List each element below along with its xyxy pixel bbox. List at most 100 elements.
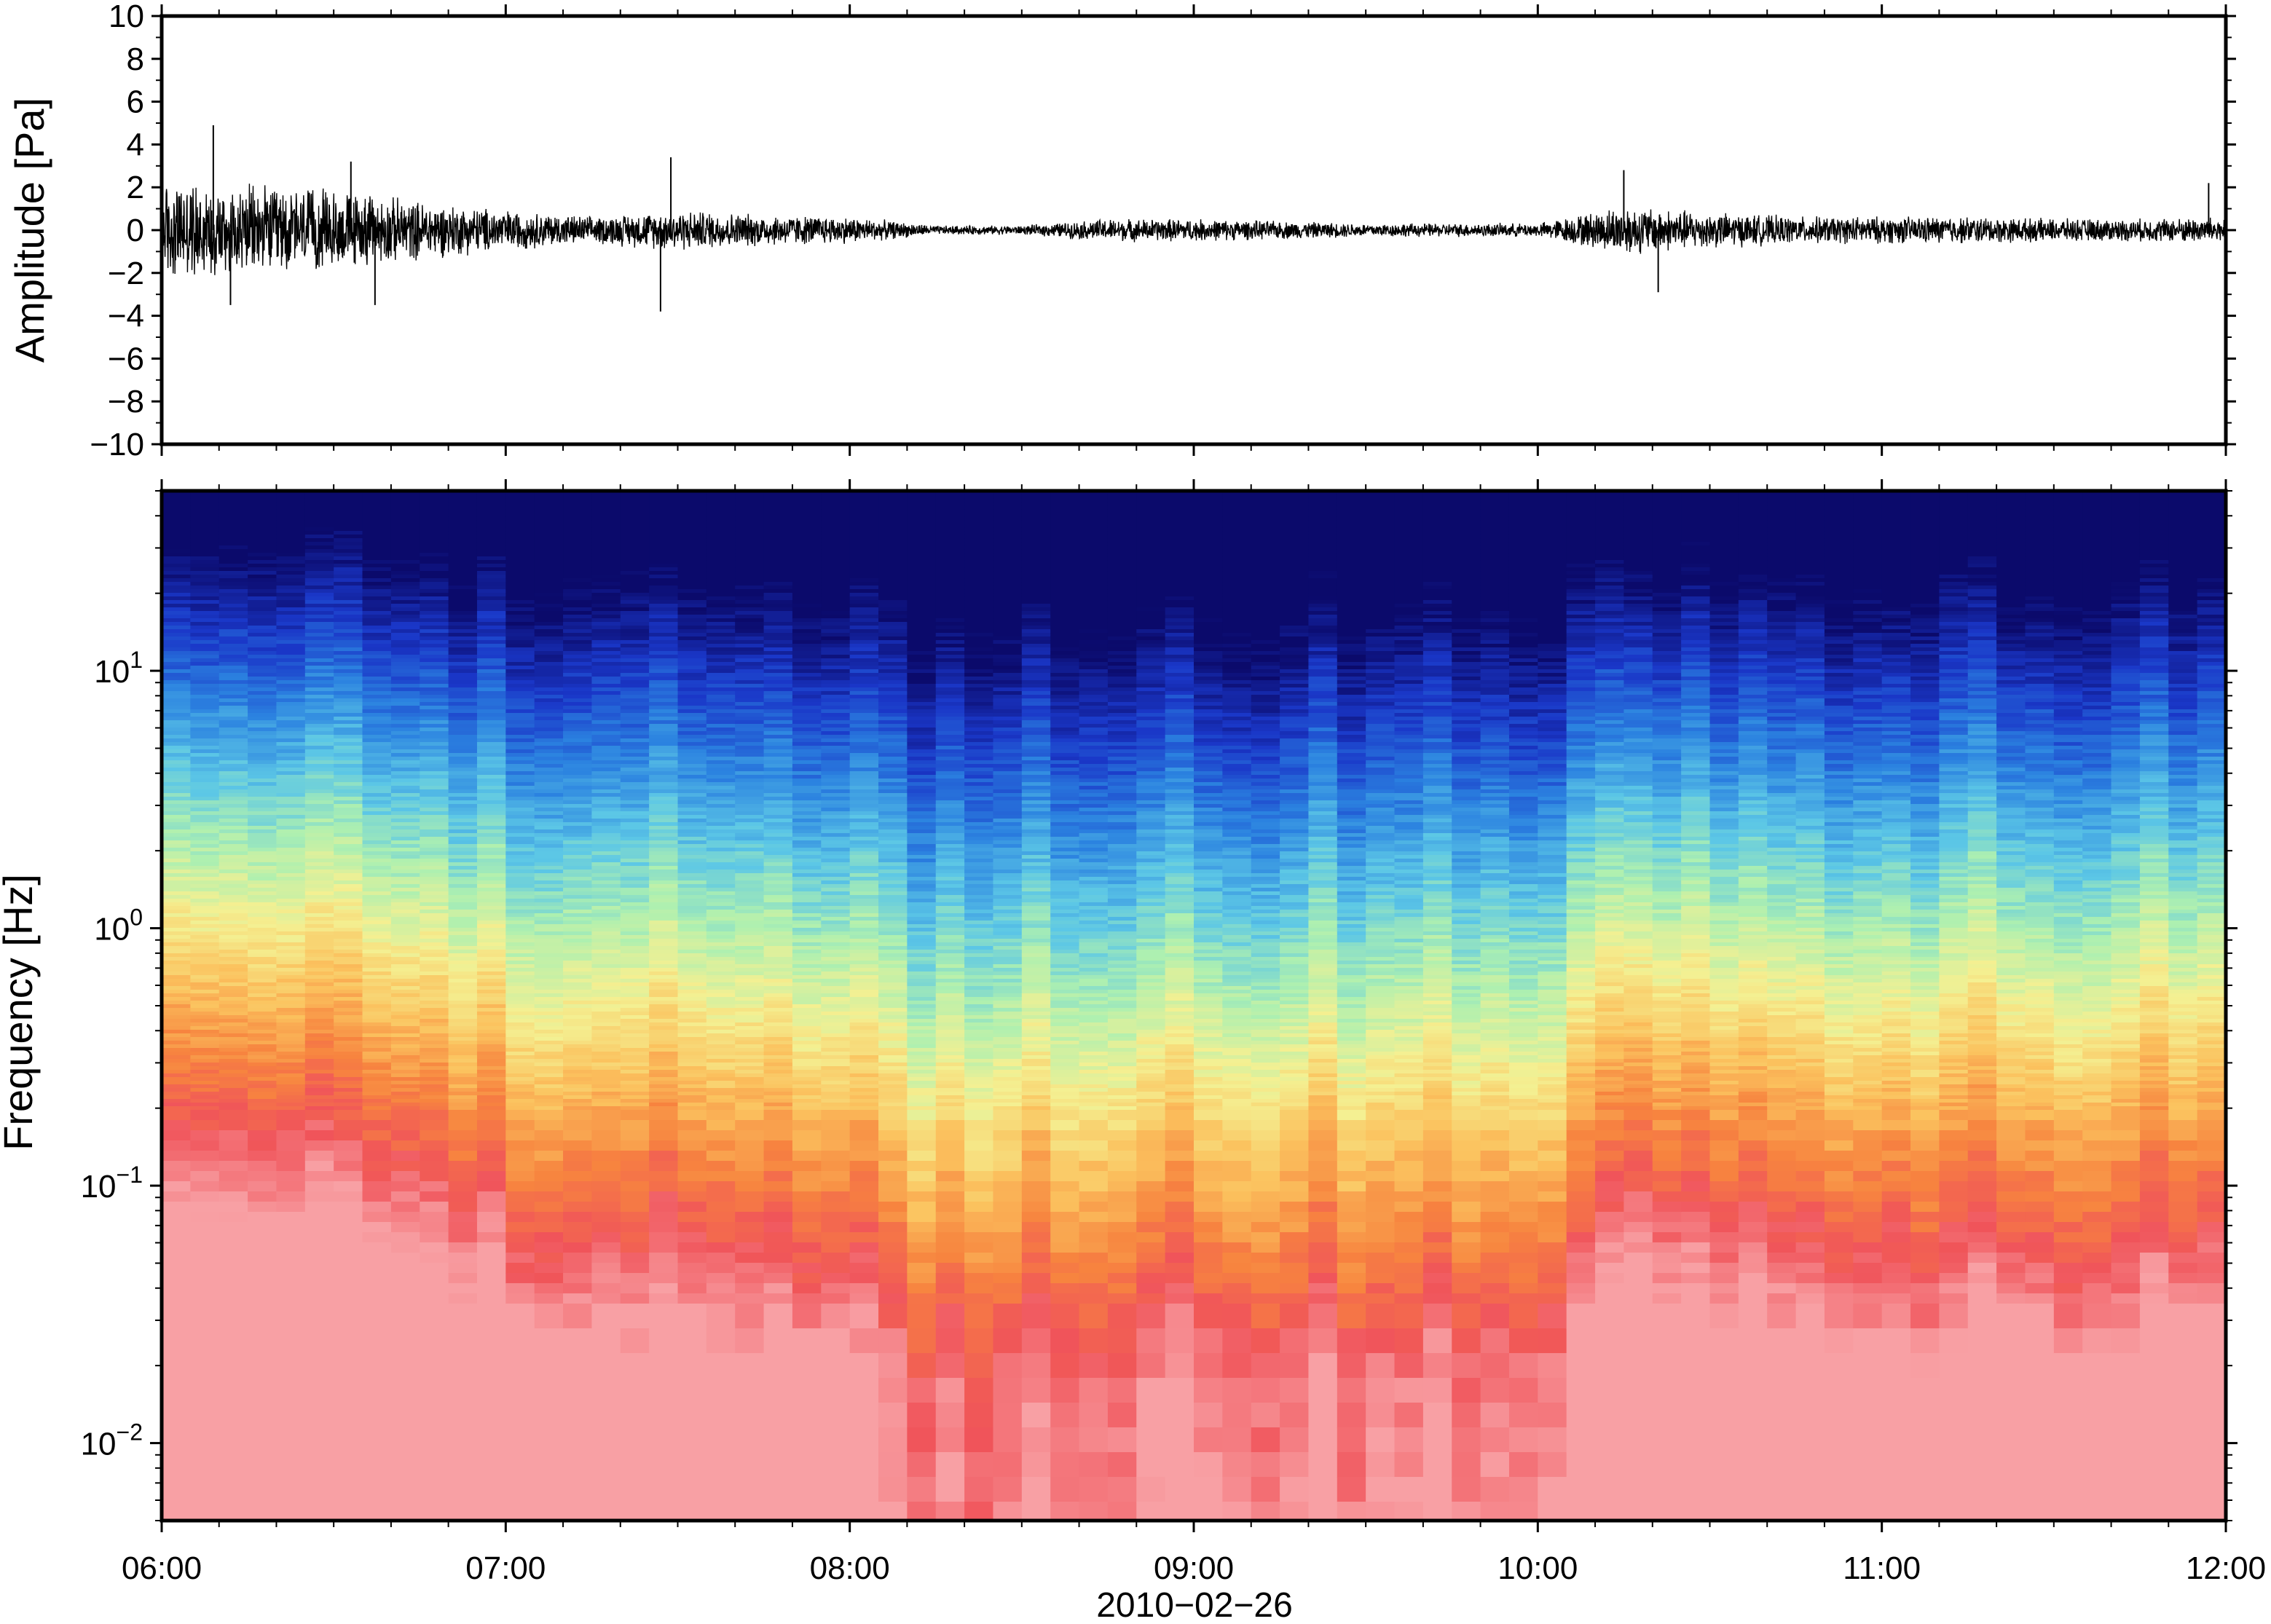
spectrogram-cell [563,1110,593,1121]
spectrogram-cell [362,815,392,819]
spectrogram-cell [248,1502,278,1521]
spectrogram-cell [591,564,621,568]
spectrogram-cell [304,1110,334,1121]
spectrogram-cell [248,724,278,728]
spectrogram-cell [677,698,707,703]
spectrogram-cell [362,651,392,655]
spectrogram-cell [649,982,679,987]
spectrogram-cell [190,1041,220,1045]
spectrogram-cell [448,946,478,950]
spectrogram-cell [190,611,220,615]
spectrogram-cell [420,1022,449,1027]
spectrogram-cell [821,833,851,837]
spectrogram-cell [390,655,420,659]
spectrogram-cell [248,1073,278,1078]
spectrogram-cell [476,990,506,994]
spectrogram-cell [420,1452,449,1478]
spectrogram-cell [677,870,707,874]
spectrogram-cell [849,691,879,695]
spectrogram-cell [390,910,420,914]
spectrogram-cell [534,615,564,619]
spectrogram-cell [162,1427,191,1453]
spectrogram-cell [190,829,220,834]
spectrogram-cell [476,524,506,528]
spectrogram-cell [821,651,851,655]
spectrogram-cell [362,702,392,706]
spectrogram-cell [362,1378,392,1403]
spectrogram-cell [476,939,506,943]
spectrogram-cell [591,1106,621,1111]
spectrogram-cell [362,717,392,721]
spectrogram-cell [334,1041,363,1045]
spectrogram-cell [534,647,564,652]
spectrogram-cell [190,567,220,572]
spectrogram-cell [390,779,420,783]
spectrogram-cell [649,964,679,969]
spectrogram-cell [620,964,650,969]
spectrogram-cell [821,1293,851,1304]
spectrogram-cell [390,775,420,779]
spectrogram-cell [304,921,334,925]
spectrogram-cell [420,1059,449,1063]
spectrogram-cell [706,757,736,761]
spectrogram-cell [190,961,220,965]
spectrogram-cell [390,1037,420,1041]
spectrogram-cell [591,502,621,506]
spectrogram-cell [821,1081,851,1085]
spectrogram-cell [792,822,822,827]
spectrogram-cell [620,1026,650,1030]
spectrogram-cell [219,1070,248,1074]
spectrogram-cell [304,545,334,550]
spectrogram-cell [649,786,679,790]
spectrogram-cell [792,698,822,703]
spectrogram-cell [219,921,248,925]
spectrogram-cell [706,906,736,910]
spectrogram-cell [534,717,564,721]
spectrogram-cell [821,964,851,969]
spectrogram-cell [304,626,334,630]
spectrogram-cell [334,961,363,965]
spectrogram-cell [677,571,707,575]
spectrogram-cell [362,844,392,848]
spectrogram-cell [248,921,278,925]
spectrogram-cell [763,1026,793,1030]
spectrogram-cell [362,698,392,703]
spectrogram-cell [304,1092,334,1096]
spectrogram-cell [219,1273,248,1284]
spectrogram-cell [620,735,650,739]
spectrogram-cell [304,549,334,553]
spectrogram-cell [763,687,793,692]
spectrogram-cell [620,509,650,513]
spectrogram-cell [276,935,306,939]
spectrogram-cell [190,1022,220,1027]
spectrogram-cell [362,1283,392,1294]
spectrogram-cell [362,607,392,612]
spectrogram-cell [219,586,248,590]
spectrogram-cell [276,742,306,746]
spectrogram-cell [162,1378,191,1403]
spectrogram-cell [505,884,535,888]
spectrogram-cell [334,494,363,499]
spectrogram-cell [276,921,306,925]
spectrogram-cell [735,509,765,513]
spectrogram-cell [792,789,822,794]
spectrogram-cell [763,596,793,601]
spectrogram-cell [276,560,306,564]
spectrogram-cell [162,738,191,743]
spectrogram-cell [190,1026,220,1030]
spectrogram-cell [390,516,420,521]
spectrogram-cell [563,684,593,688]
spectrogram-cell [304,695,334,699]
spectrogram-cell [821,822,851,827]
spectrogram-cell [362,524,392,528]
spectrogram-cell [219,1012,248,1016]
spectrogram-cell [792,1008,822,1012]
spectrogram-cell [448,1202,478,1213]
spectrogram-cell [448,968,478,972]
spectrogram-cell [334,720,363,725]
spectrogram-cell [620,695,650,699]
spectrogram-cell [334,640,363,645]
spectrogram-cell [219,1103,248,1107]
spectrogram-cell [304,677,334,681]
spectrogram-cell [763,593,793,597]
